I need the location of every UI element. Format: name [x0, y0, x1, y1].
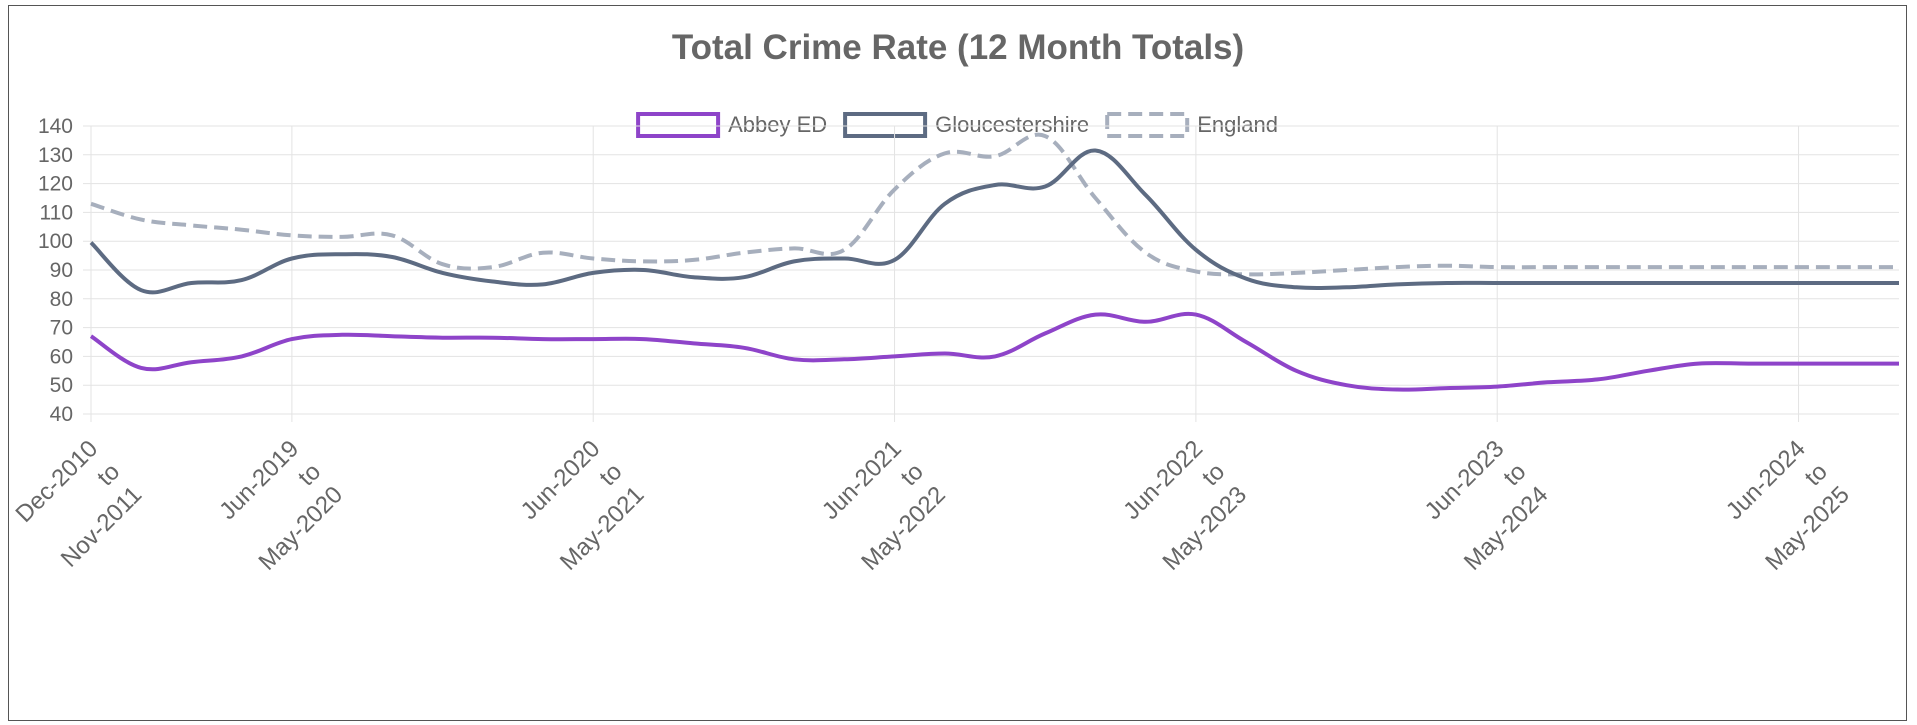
legend-label: Abbey ED: [728, 112, 827, 137]
x-tick-label: Jun-2019: [214, 435, 304, 525]
legend-item-gloucestershire[interactable]: Gloucestershire: [843, 112, 1089, 138]
x-tick-label: to: [293, 458, 326, 491]
y-tick-label: 80: [50, 288, 73, 311]
y-axis: 40 50 60 70 80 90 100 110 120 130 140: [38, 115, 73, 426]
legend-swatch: [1105, 112, 1190, 138]
x-tick-label: to: [1800, 458, 1833, 491]
line-chart: Total Crime Rate (12 Month Totals) Abbey…: [11, 28, 1899, 576]
x-tick-label: Nov-2011: [56, 481, 147, 572]
x-tick-label: Jun-2020: [516, 435, 606, 525]
y-tick-label: 70: [50, 317, 73, 340]
x-tick-label: to: [92, 458, 125, 491]
x-tick-label: May-2022: [856, 481, 951, 576]
chart-grid: [83, 125, 1899, 422]
x-tick-label: May-2020: [254, 481, 349, 576]
series-line-england: [90, 132, 1899, 277]
chart-series: [89, 132, 1899, 392]
x-tick-label: May-2021: [555, 481, 650, 576]
legend-label: Gloucestershire: [935, 112, 1089, 137]
series-line-abbey-ed: [89, 311, 1899, 392]
y-tick-label: 100: [38, 230, 73, 253]
x-tick-label: to: [1197, 458, 1230, 491]
y-tick-label: 140: [38, 115, 73, 138]
x-tick-label: Jun-2022: [1118, 435, 1208, 525]
x-tick-label: Jun-2024: [1721, 435, 1811, 525]
legend-label: England: [1197, 112, 1278, 137]
x-tick-label: to: [896, 458, 929, 491]
legend-item-abbey-ed[interactable]: Abbey ED: [636, 112, 827, 138]
y-tick-label: 130: [38, 144, 73, 167]
legend-item-england[interactable]: England: [1105, 112, 1278, 138]
x-axis: Dec-2010toNov-2011Jun-2019toMay-2020Jun-…: [11, 435, 1855, 576]
series-line-gloucestershire: [89, 148, 1899, 295]
x-tick-label: May-2025: [1760, 481, 1855, 576]
chart-legend: Abbey ED Gloucestershire England: [636, 112, 1278, 138]
y-tick-label: 40: [50, 403, 73, 426]
y-tick-label: 110: [40, 201, 73, 224]
y-tick-label: 120: [38, 173, 73, 196]
y-tick-label: 90: [50, 259, 73, 282]
chart-title: Total Crime Rate (12 Month Totals): [672, 28, 1244, 67]
x-tick-label: Jun-2021: [817, 435, 907, 525]
y-tick-label: 60: [50, 345, 73, 368]
y-tick-label: 50: [50, 374, 73, 397]
legend-swatch: [636, 112, 721, 138]
x-tick-label: to: [594, 458, 627, 491]
x-tick-label: May-2023: [1158, 481, 1253, 576]
x-tick-label: Jun-2023: [1420, 435, 1510, 525]
x-tick-label: to: [1498, 458, 1531, 491]
x-tick-label: Dec-2010: [11, 435, 104, 528]
legend-swatch: [843, 112, 928, 138]
chart-container: Total Crime Rate (12 Month Totals) Abbey…: [8, 5, 1907, 721]
x-tick-label: May-2024: [1459, 481, 1554, 576]
